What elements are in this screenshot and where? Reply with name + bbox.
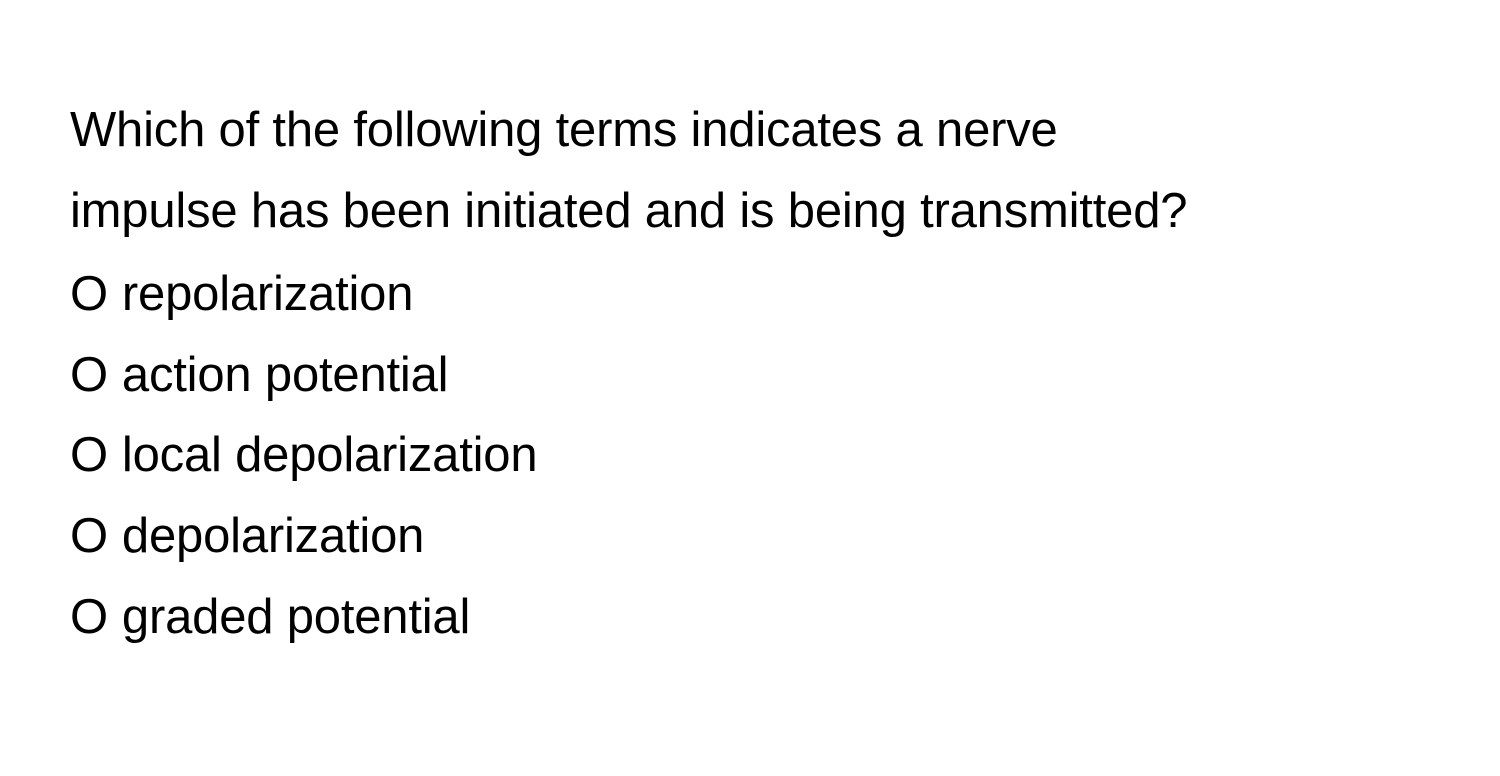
- option-depolarization[interactable]: O depolarization: [70, 496, 1430, 577]
- option-action-potential[interactable]: O action potential: [70, 335, 1430, 416]
- question-block: Which of the following terms indicates a…: [0, 0, 1500, 658]
- question-text-line-1: Which of the following terms indicates a…: [70, 90, 1430, 171]
- radio-icon: O: [70, 577, 108, 658]
- option-local-depolarization[interactable]: O local depolarization: [70, 415, 1430, 496]
- option-label: repolarization: [122, 254, 413, 335]
- question-text-line-2: impulse has been initiated and is being …: [70, 171, 1430, 252]
- option-label: depolarization: [122, 496, 424, 577]
- option-label: action potential: [122, 335, 448, 416]
- radio-icon: O: [70, 335, 108, 416]
- radio-icon: O: [70, 496, 108, 577]
- radio-icon: O: [70, 254, 108, 335]
- options-list: O repolarization O action potential O lo…: [70, 254, 1430, 658]
- option-label: local depolarization: [122, 415, 538, 496]
- option-repolarization[interactable]: O repolarization: [70, 254, 1430, 335]
- option-label: graded potential: [122, 577, 470, 658]
- radio-icon: O: [70, 415, 108, 496]
- option-graded-potential[interactable]: O graded potential: [70, 577, 1430, 658]
